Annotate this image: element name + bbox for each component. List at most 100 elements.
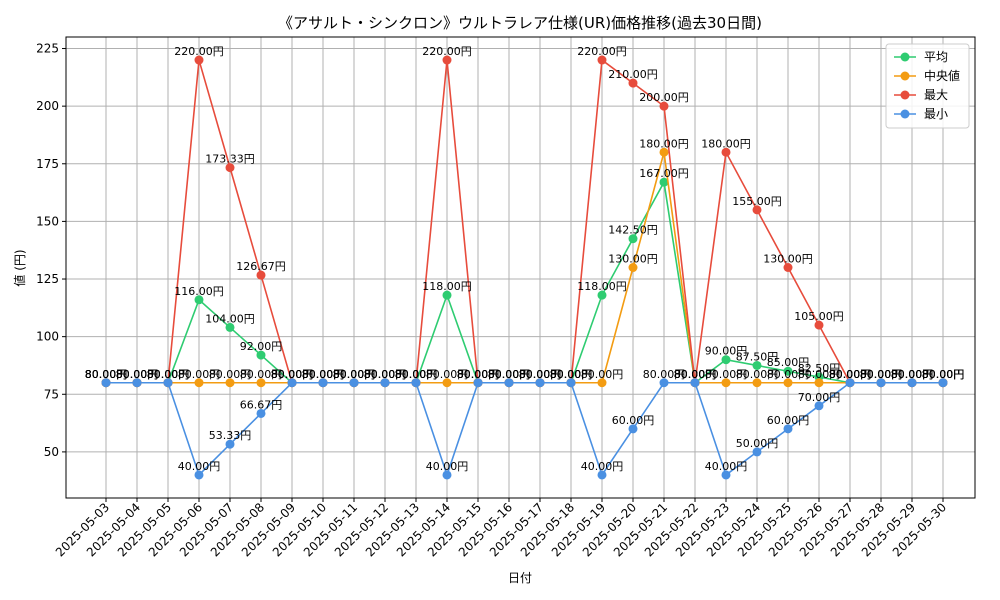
data-label: 220.00円: [577, 45, 627, 58]
data-point: [380, 378, 390, 388]
x-axis-ticks: 2025-05-032025-05-042025-05-052025-05-06…: [53, 498, 949, 559]
series-line-0: [106, 179, 943, 385]
data-labels: 80.00円80.00円80.00円116.00円104.00円92.00円80…: [85, 45, 965, 473]
data-label: 80.00円: [457, 368, 500, 381]
data-label: 80.00円: [116, 368, 159, 381]
y-tick-label: 100: [36, 330, 59, 344]
data-label: 80.00円: [674, 368, 717, 381]
data-label: 130.00円: [763, 253, 813, 266]
data-label: 80.00円: [798, 368, 841, 381]
data-label: 80.00円: [271, 368, 314, 381]
data-point: [628, 78, 638, 88]
data-point: [628, 424, 638, 434]
data-point: [597, 290, 607, 300]
data-point: [597, 470, 607, 480]
data-label: 105.00円: [794, 310, 844, 323]
data-label: 80.00円: [922, 368, 965, 381]
data-label: 80.00円: [147, 368, 190, 381]
series-layer: [101, 55, 948, 480]
data-point: [194, 295, 204, 305]
data-point: [814, 401, 824, 411]
data-point: [194, 378, 204, 388]
data-label: 80.00円: [364, 368, 407, 381]
data-point: [721, 470, 731, 480]
data-point: [659, 177, 669, 187]
data-point: [752, 205, 762, 215]
data-point: [752, 447, 762, 457]
data-label: 80.00円: [85, 368, 128, 381]
data-label: 80.00円: [302, 368, 345, 381]
data-point: [194, 470, 204, 480]
y-tick-label: 150: [36, 214, 59, 228]
data-label: 80.00円: [891, 368, 934, 381]
data-label: 40.00円: [705, 460, 748, 473]
data-label: 80.00円: [922, 368, 965, 381]
data-label: 80.00円: [333, 368, 376, 381]
data-point: [721, 355, 731, 365]
data-label: 80.00円: [426, 368, 469, 381]
data-point: [876, 378, 886, 388]
data-point: [907, 378, 917, 388]
data-label: 80.00円: [333, 368, 376, 381]
data-label: 80.00円: [767, 368, 810, 381]
data-label: 130.00円: [608, 253, 658, 266]
data-label: 80.00円: [891, 368, 934, 381]
chart-title: 《アサルト・シンクロン》ウルトラレア仕様(UR)価格推移(過去30日間): [278, 14, 762, 32]
data-label: 80.00円: [860, 368, 903, 381]
data-label: 80.00円: [302, 368, 345, 381]
data-label: 80.00円: [891, 368, 934, 381]
data-label: 80.00円: [209, 368, 252, 381]
data-label: 80.00円: [581, 368, 624, 381]
data-label: 80.00円: [147, 368, 190, 381]
data-point: [659, 147, 669, 157]
y-tick-label: 175: [36, 157, 59, 171]
plot-frame: [65, 36, 976, 499]
data-label: 80.00円: [147, 368, 190, 381]
data-point: [442, 378, 452, 388]
data-label: 66.67円: [240, 398, 283, 411]
y-tick-label: 125: [36, 272, 59, 286]
data-label: 90.00円: [705, 345, 748, 358]
series-line-1: [106, 152, 943, 384]
legend-label: 中央値: [924, 68, 960, 83]
data-label: 180.00円: [639, 137, 689, 150]
data-label: 80.00円: [395, 368, 438, 381]
data-point: [225, 322, 235, 332]
data-label: 80.00円: [519, 368, 562, 381]
grid-lines: [66, 37, 975, 498]
data-label: 80.00円: [395, 368, 438, 381]
data-label: 80.00円: [240, 368, 283, 381]
data-label: 80.00円: [364, 368, 407, 381]
data-point: [721, 378, 731, 388]
data-point: [225, 163, 235, 173]
data-label: 80.00円: [860, 368, 903, 381]
data-point: [535, 378, 545, 388]
data-label: 80.00円: [457, 368, 500, 381]
data-label: 80.00円: [488, 368, 531, 381]
data-label: 80.00円: [829, 368, 872, 381]
data-label: 60.00円: [612, 414, 655, 427]
data-label: 40.00円: [426, 460, 469, 473]
legend-label: 最大: [924, 88, 948, 102]
data-label: 80.00円: [643, 368, 686, 381]
data-point: [938, 378, 948, 388]
data-label: 80.00円: [178, 368, 221, 381]
data-label: 80.00円: [116, 368, 159, 381]
data-label: 80.00円: [674, 368, 717, 381]
data-label: 80.00円: [550, 368, 593, 381]
data-label: 80.00円: [922, 368, 965, 381]
data-label: 80.00円: [457, 368, 500, 381]
data-label: 80.00円: [395, 368, 438, 381]
data-label: 80.00円: [550, 368, 593, 381]
data-label: 53.33円: [209, 429, 252, 442]
data-point: [163, 378, 173, 388]
data-label: 80.00円: [85, 368, 128, 381]
data-point: [659, 378, 669, 388]
data-label: 80.00円: [457, 368, 500, 381]
data-point: [442, 55, 452, 65]
data-label: 70.00円: [798, 391, 841, 404]
data-point: [721, 147, 731, 157]
data-point: [287, 378, 297, 388]
data-point: [659, 101, 669, 111]
